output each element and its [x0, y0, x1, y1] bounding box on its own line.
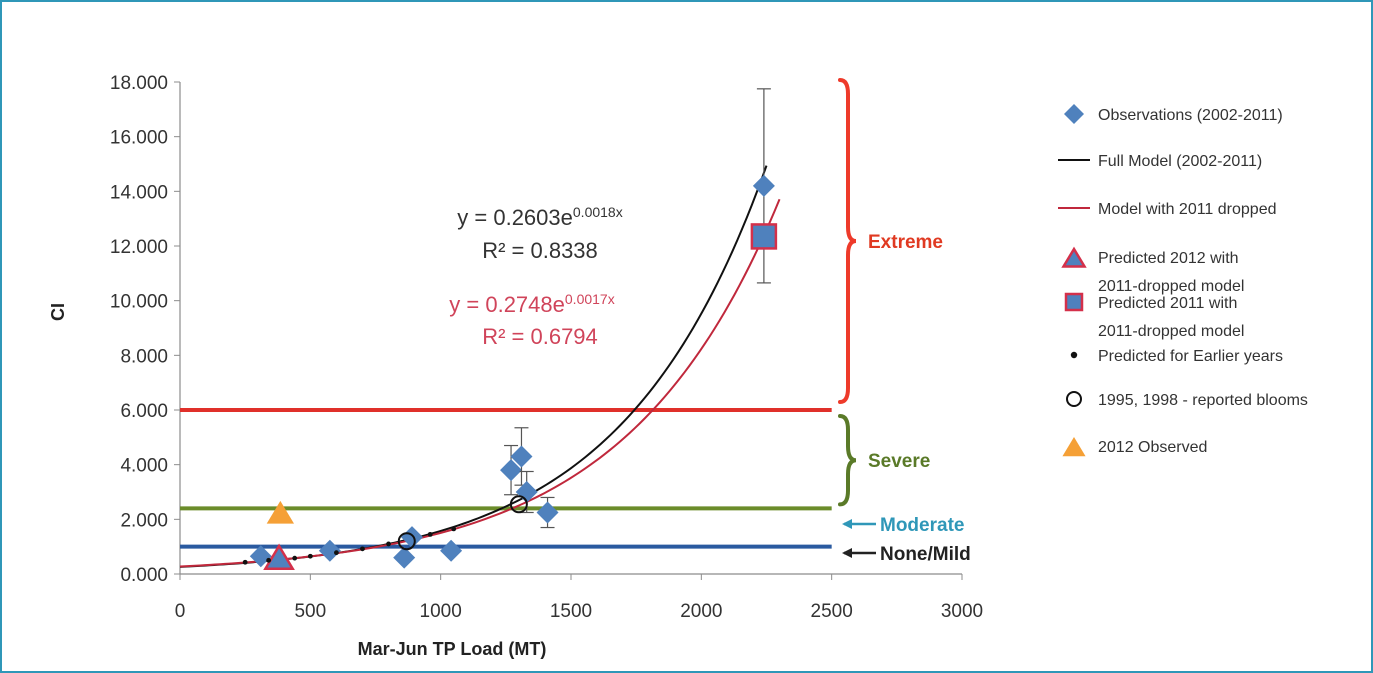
legend-triangle-icon [1061, 246, 1087, 268]
data-point [451, 526, 457, 532]
severity-zones: Extreme Severe Moderate None/Mild [838, 78, 971, 565]
zone-label-none-mild: None/Mild [880, 544, 971, 565]
data-point [263, 543, 295, 570]
legend-item: Predicted for Earlier years [1070, 348, 1283, 365]
data-point [750, 223, 778, 250]
y-tick-label: 14.000 [110, 182, 168, 203]
legend-orange-triangle-icon [1062, 437, 1086, 457]
zone-brace [838, 414, 857, 507]
data-point [397, 532, 416, 551]
legend-item: 1995, 1998 - reported blooms [1066, 391, 1308, 409]
data-point [318, 539, 341, 562]
threshold-lines [180, 408, 832, 549]
legend-square-icon [1064, 292, 1084, 312]
full-model-equation-base: y = 0.2603e [457, 205, 573, 230]
data-point [242, 559, 248, 565]
x-tick-label: 500 [294, 601, 326, 622]
y-tick-label: 2.000 [120, 510, 168, 531]
legend-dot-icon [1070, 351, 1078, 359]
data-point [386, 541, 391, 547]
legend-label: Predicted 2011 with [1098, 295, 1237, 312]
legend-label: 2011-dropped model [1098, 278, 1244, 295]
data-point [266, 557, 272, 563]
legend-item: Observations (2002-2011) [1064, 104, 1283, 124]
axes: 0.000 2.000 4.000 6.000 8.000 10.000 12.000 14.… [110, 73, 983, 622]
legend-diamond-icon [1064, 104, 1084, 124]
data-markers [242, 88, 778, 570]
full-model-r2: R² = 0.8338 [482, 238, 598, 263]
legend-label: Model with 2011 dropped [1098, 201, 1277, 218]
dropped-model-r2: R² = 0.6794 [482, 324, 598, 349]
dropped-model-equation-exponent: 0.0017x [565, 291, 615, 307]
y-tick-label: 0.000 [120, 565, 168, 586]
legend-item: Full Model (2002-2011) [1058, 153, 1262, 170]
legend-item: Predicted 2011 with 2011-dropped model [1064, 292, 1244, 340]
y-axis-title: CI [48, 303, 68, 321]
legend-label: Predicted 2012 with [1098, 250, 1239, 267]
data-point [266, 500, 295, 524]
x-tick-label: 0 [175, 601, 186, 622]
legend-label: 1995, 1998 - reported blooms [1098, 392, 1308, 409]
data-point [249, 545, 272, 568]
x-tick-label: 3000 [941, 601, 983, 622]
x-tick-label: 1000 [420, 601, 462, 622]
data-point [400, 526, 423, 549]
y-tick-label: 6.000 [120, 401, 168, 422]
x-tick-label: 2000 [680, 601, 722, 622]
data-point [509, 495, 528, 514]
y-tick-label: 8.000 [120, 346, 168, 367]
full-model-equation-exponent: 0.0018x [573, 204, 623, 220]
y-tick-label: 10.000 [110, 292, 168, 313]
data-point [752, 174, 775, 197]
zone-label-moderate: Moderate [880, 515, 964, 536]
legend-circle-icon [1066, 391, 1082, 407]
none-mild-arrow-head [842, 548, 852, 558]
y-tick-label: 4.000 [120, 456, 168, 477]
data-point [427, 531, 433, 537]
data-point [510, 445, 533, 468]
model-curve [179, 198, 781, 568]
legend-label: Observations (2002-2011) [1098, 107, 1283, 124]
moderate-arrow-head [842, 519, 852, 529]
legend-item: 2012 Observed [1062, 437, 1207, 457]
zone-label-severe: Severe [868, 451, 930, 472]
data-point [536, 501, 559, 524]
dropped-model-equation-base: y = 0.2748e [449, 292, 565, 317]
x-tick-label: 1500 [550, 601, 592, 622]
data-point [440, 539, 463, 562]
legend-label: 2011-dropped model [1098, 323, 1244, 340]
legend-label: Full Model (2002-2011) [1098, 153, 1262, 170]
data-point [393, 546, 416, 569]
full-model-equation: y = 0.2603e0.0018x [457, 204, 622, 230]
dropped-model-equation: y = 0.2748e0.0017x [449, 291, 614, 317]
legend-item: Predicted 2012 with 2011-dropped model [1061, 246, 1244, 295]
zone-brace [838, 78, 857, 404]
x-tick-label: 2500 [811, 601, 853, 622]
data-point [500, 459, 523, 482]
y-tick-label: 12.000 [110, 237, 168, 258]
y-tick-label: 16.000 [110, 128, 168, 149]
data-point [360, 546, 365, 552]
x-axis-title: Mar-Jun TP Load (MT) [358, 639, 547, 659]
legend-label: Predicted for Earlier years [1098, 348, 1283, 365]
data-point [307, 553, 313, 559]
legend-item: Model with 2011 dropped [1058, 201, 1277, 218]
y-tick-label: 18.000 [110, 73, 168, 94]
legend: Observations (2002-2011) Full Model (2002… [1058, 104, 1308, 457]
legend-label: 2012 Observed [1098, 439, 1207, 456]
zone-label-extreme: Extreme [868, 232, 943, 253]
data-point [292, 555, 298, 561]
data-point [334, 550, 339, 556]
